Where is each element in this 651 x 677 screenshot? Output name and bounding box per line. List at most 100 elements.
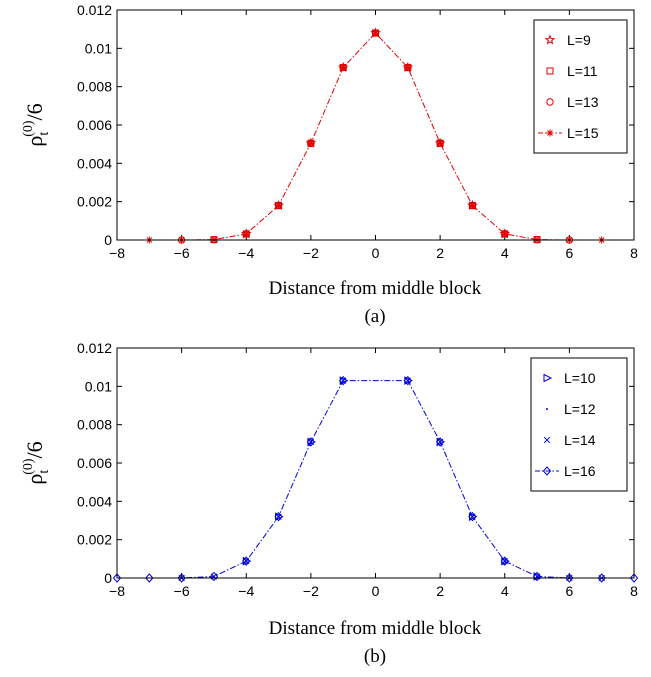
legend-label: L=11 xyxy=(567,63,598,79)
legend-entry: L=10 xyxy=(543,370,596,386)
legend-marker xyxy=(544,34,556,45)
x-tick-label-b: 2 xyxy=(436,583,444,599)
y-tick-label-b: 0.002 xyxy=(77,532,112,548)
legend-label: L=15 xyxy=(567,125,599,141)
legend-entry: L=9 xyxy=(544,32,591,48)
caption-a: (a) xyxy=(364,306,385,327)
legend-label: L=13 xyxy=(567,94,599,110)
y-axis-label-b: ρt(0)/6 xyxy=(21,441,52,484)
data-point xyxy=(372,29,379,37)
y-tick-label-a: 0.002 xyxy=(77,194,112,210)
svg-text:ρt(0)/6: ρt(0)/6 xyxy=(21,103,52,146)
data-point xyxy=(274,511,283,522)
data-point xyxy=(145,573,154,583)
data-point xyxy=(500,556,509,566)
ylabel-sub-b: t xyxy=(37,470,52,474)
legend-entry: L=16 xyxy=(535,463,596,479)
panel-a: −8 −6 −4 −2 0 2 4 6 8 0 0.002 0.004 0.006 0.008 0.01 0.… xyxy=(21,2,638,327)
x-tick-label-b: 8 xyxy=(630,583,638,599)
y-tick-label-a: 0.008 xyxy=(77,79,112,95)
legend-label: L=12 xyxy=(564,401,596,417)
series-l-15 xyxy=(145,29,606,244)
x-tick-label-a: 4 xyxy=(501,245,509,261)
data-point xyxy=(565,573,574,583)
ylabel-suffix-b: /6 xyxy=(22,441,47,458)
x-tick-label-a: 0 xyxy=(372,245,380,261)
axes-frame-b xyxy=(116,347,635,579)
data-point xyxy=(339,375,348,386)
data-point xyxy=(339,64,347,71)
data-point xyxy=(242,230,250,238)
legend-label: L=9 xyxy=(567,32,591,48)
y-tick-label-a: 0.006 xyxy=(77,117,112,133)
legend-marker xyxy=(542,466,552,476)
x-tick-label-b: −4 xyxy=(238,583,254,599)
data-point xyxy=(307,139,315,147)
data-point xyxy=(436,139,444,147)
x-tick-label-a: −6 xyxy=(174,245,190,261)
x-tick-label-b: 4 xyxy=(501,583,509,599)
data-point xyxy=(629,573,639,583)
data-point xyxy=(177,573,186,583)
legend-label: L=10 xyxy=(564,370,596,386)
y-tick-label-b: 0 xyxy=(104,570,112,586)
legend-label: L=16 xyxy=(564,463,596,479)
x-axis-label-b: Distance from middle block xyxy=(269,618,482,639)
data-point xyxy=(468,202,476,209)
svg-text:ρt(0)/6: ρt(0)/6 xyxy=(21,441,52,484)
legend-entry: L=13 xyxy=(546,94,599,110)
data-point xyxy=(306,437,316,447)
y-tick-label-a: 0 xyxy=(104,232,112,248)
legend-entry: L=11 xyxy=(546,63,598,79)
legend-a: L=9 L=11 L=13 L=15 xyxy=(533,19,628,154)
data-point xyxy=(501,230,509,238)
y-tick-label-a: 0.004 xyxy=(77,155,112,171)
x-tick-label-a: −8 xyxy=(109,245,125,261)
ylabel-sub-a: t xyxy=(37,132,52,136)
x-tick-label-b: −6 xyxy=(174,583,190,599)
x-axis-label-a: Distance from middle block xyxy=(269,278,482,299)
data-point xyxy=(435,437,445,447)
series-l-16 xyxy=(112,375,639,583)
axes-frame-a xyxy=(116,9,635,241)
y-tick-label-b: 0.004 xyxy=(77,493,112,509)
data-point xyxy=(404,64,412,71)
data-point xyxy=(597,573,606,583)
legend-marker xyxy=(543,373,553,383)
caption-b: (b) xyxy=(364,646,386,667)
data-point xyxy=(112,573,122,583)
legend-entry: L=14 xyxy=(543,432,596,448)
series-line xyxy=(117,380,634,579)
ylabel-main-a: ρ xyxy=(22,136,47,147)
legend-label: L=14 xyxy=(564,432,596,448)
y-axis-label-a: ρt(0)/6 xyxy=(21,103,52,146)
legend-marker xyxy=(546,408,548,410)
y-tick-label-b: 0.008 xyxy=(77,417,112,433)
legend-marker xyxy=(543,436,551,444)
y-tick-label-b: 0.01 xyxy=(85,378,112,394)
data-point xyxy=(275,202,283,209)
legend-entry: L=12 xyxy=(546,401,596,417)
legend-marker xyxy=(546,129,554,137)
ylabel-suffix-a: /6 xyxy=(22,103,47,120)
x-tick-label-a: 2 xyxy=(436,245,444,261)
data-point xyxy=(242,556,251,566)
legend-entry: L=15 xyxy=(538,125,599,141)
ylabel-main-b: ρ xyxy=(22,474,47,485)
x-tick-label-a: −2 xyxy=(303,245,319,261)
data-point xyxy=(468,511,477,522)
y-tick-label-b: 0.006 xyxy=(77,455,112,471)
x-tick-label-b: 6 xyxy=(565,583,573,599)
legend-b: L=10 L=12 L=14 L=16 xyxy=(530,357,628,492)
y-tick-label-a: 0.012 xyxy=(77,2,112,18)
x-tick-label-b: −8 xyxy=(109,583,125,599)
legend-marker xyxy=(546,67,554,75)
x-tick-label-a: −4 xyxy=(238,245,254,261)
ylabel-sup-a: (0) xyxy=(21,120,36,137)
x-tick-label-a: 8 xyxy=(630,245,638,261)
x-tick-label-b: 0 xyxy=(372,583,380,599)
x-tick-label-b: −2 xyxy=(303,583,319,599)
data-point xyxy=(532,571,542,582)
data-point xyxy=(209,571,219,582)
